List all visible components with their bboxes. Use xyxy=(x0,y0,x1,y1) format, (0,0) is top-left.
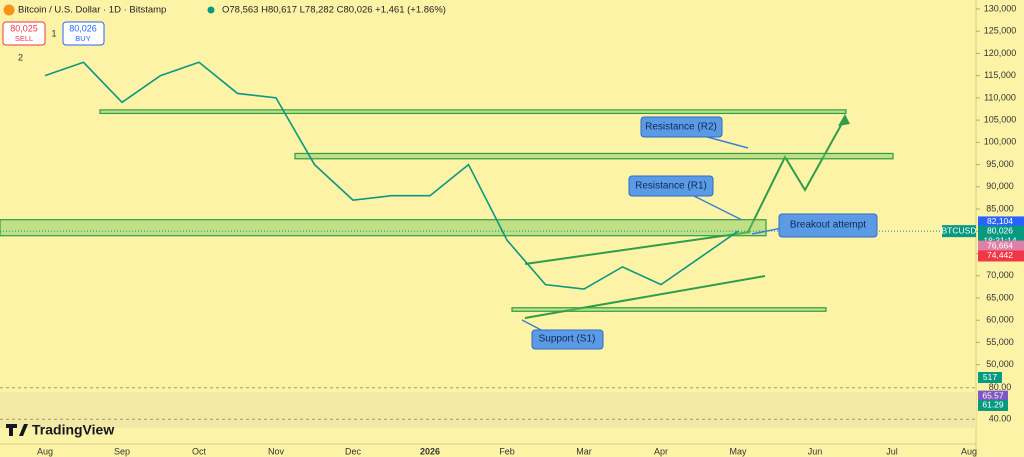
price-badge-label: 74,442 xyxy=(987,250,1013,260)
y-tick-label: 95,000 xyxy=(986,159,1014,169)
symbol-badge xyxy=(942,225,976,238)
callout-box xyxy=(640,116,723,138)
sell-button[interactable] xyxy=(2,21,46,46)
buy-price[interactable]: 80,026 xyxy=(69,23,97,33)
y-tick-label: 70,000 xyxy=(986,270,1014,280)
logo-mark xyxy=(19,424,28,436)
y-tick-label: 130,000 xyxy=(984,3,1017,13)
x-tick-label: Aug xyxy=(37,446,53,456)
y-tick-label: 120,000 xyxy=(984,48,1017,58)
price-badge-label: 82,104 xyxy=(987,216,1013,226)
volume-label: 517 xyxy=(983,372,997,382)
x-tick-label: Sep xyxy=(114,446,130,456)
y-tick-label: 100,000 xyxy=(984,137,1017,147)
sell-label[interactable]: SELL xyxy=(15,34,33,43)
buy-button[interactable] xyxy=(62,21,105,46)
x-tick-label: Jul xyxy=(886,446,898,456)
ohlc: O78,563 H80,617 L78,282 C80,026 +1,461 (… xyxy=(222,5,446,16)
y-tick-label: 50,000 xyxy=(986,359,1014,369)
logo: TradingView xyxy=(32,422,114,438)
price-line xyxy=(44,61,739,290)
rsi-badge-label: 61.29 xyxy=(982,400,1004,410)
callout-box xyxy=(778,213,878,238)
projection-arrowhead xyxy=(838,114,850,126)
buy-label[interactable]: BUY xyxy=(75,34,90,43)
x-tick-label: Dec xyxy=(345,446,362,456)
y-tick-label: 105,000 xyxy=(984,114,1017,124)
symbol-label: BTCUSD xyxy=(942,225,977,235)
annotation: Resistance (R2) xyxy=(645,122,717,133)
indicator-count[interactable]: 2 xyxy=(18,52,23,62)
zone xyxy=(294,152,894,160)
x-tick-label: Oct xyxy=(192,446,207,456)
market-status xyxy=(207,6,215,14)
rsi-tick-label: 40.00 xyxy=(989,414,1012,424)
y-tick-label: 110,000 xyxy=(984,92,1016,102)
logo-mark xyxy=(9,424,13,436)
spread: 1 xyxy=(51,28,56,38)
x-tick-label: Aug xyxy=(961,446,977,456)
price-badge xyxy=(978,250,1024,262)
x-tick-label: Feb xyxy=(499,446,515,456)
sell-price[interactable]: 80,025 xyxy=(10,23,38,33)
channel-upper xyxy=(524,231,751,265)
symbol-title: Bitcoin / U.S. Dollar · 1D · Bitstamp xyxy=(18,5,166,16)
x-tick-label: 2026 xyxy=(420,446,440,456)
rsi-badge xyxy=(978,390,1008,402)
price-badge-label: 80,026 xyxy=(987,225,1013,235)
countdown: 18:31:14 xyxy=(983,235,1016,245)
rsi-badge xyxy=(978,399,1008,411)
zone xyxy=(511,307,827,312)
annotation: Breakout attempt xyxy=(790,220,866,231)
y-tick-label: 65,000 xyxy=(986,292,1014,302)
annotation: Resistance (R1) xyxy=(635,181,707,192)
coin-icon xyxy=(3,4,15,16)
callout-pointer xyxy=(689,193,743,221)
x-tick-label: Mar xyxy=(576,446,592,456)
price-badge xyxy=(978,240,1024,252)
zone xyxy=(99,109,847,115)
volume-badge xyxy=(978,372,1002,383)
x-tick-label: Jun xyxy=(808,446,823,456)
price-badge xyxy=(978,216,1024,228)
callout-pointer xyxy=(751,227,783,235)
callout-box xyxy=(531,329,604,350)
rsi-badge-label: 65.57 xyxy=(982,390,1004,400)
y-tick-label: 125,000 xyxy=(984,26,1017,36)
x-tick-label: Nov xyxy=(268,446,285,456)
y-tick-label: 55,000 xyxy=(986,337,1014,347)
callout-box xyxy=(628,175,714,197)
y-tick-label: 85,000 xyxy=(986,203,1014,213)
rsi-pane xyxy=(0,392,976,428)
y-tick-label: 115,000 xyxy=(984,70,1016,80)
x-tick-label: Apr xyxy=(654,446,668,456)
price-badge-label: 76,664 xyxy=(987,240,1013,250)
annotation: Support (S1) xyxy=(539,334,596,345)
y-tick-label: 90,000 xyxy=(986,181,1014,191)
y-tick-label: 60,000 xyxy=(986,315,1014,325)
rsi-tick-label: 80.00 xyxy=(989,382,1012,392)
x-tick-label: May xyxy=(729,446,747,456)
zone xyxy=(0,219,767,237)
